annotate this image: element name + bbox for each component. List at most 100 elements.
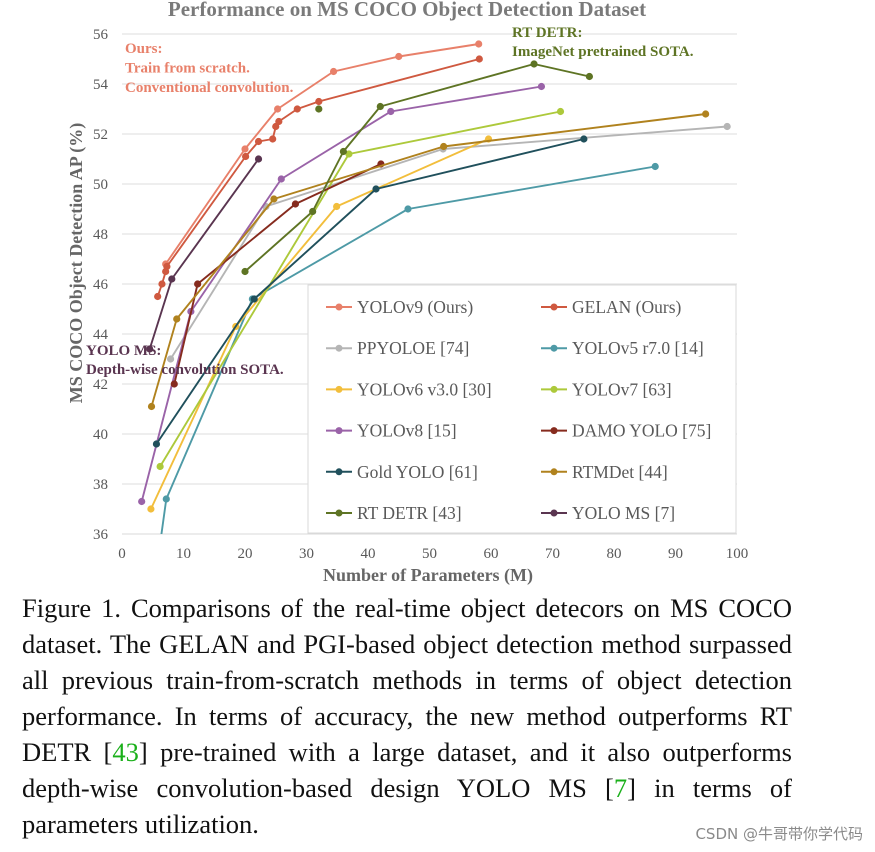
y-tick-label-52: 52 xyxy=(93,127,108,143)
legend-swatch-marker xyxy=(335,468,343,476)
x-tick-label-0: 0 xyxy=(118,546,126,562)
legend-item-gold-yolo-61: Gold YOLO [61] xyxy=(326,462,478,482)
data-point-yolov7-63-0 xyxy=(156,462,164,471)
legend-item-yolov6-v3-0-30: YOLOv6 v3.0 [30] xyxy=(326,379,492,399)
annotation-ours-line-1: Train from scratch. xyxy=(125,61,250,77)
legend-item-yolo-ms-7: YOLO MS [7] xyxy=(541,503,675,523)
y-tick-label-46: 46 xyxy=(93,277,109,293)
legend-swatch-marker xyxy=(335,509,343,517)
data-point-gelan-ours-10 xyxy=(315,97,323,106)
data-point-yolov8-15-4 xyxy=(537,82,546,91)
data-point-yolov9-ours-2 xyxy=(273,105,282,113)
data-point-rtmdet-44-0 xyxy=(147,402,156,411)
x-tick-label-100: 100 xyxy=(726,546,749,562)
legend-item-yolov5-r7-0-14: YOLOv5 r7.0 [14] xyxy=(541,338,704,358)
annotation-layer: Ours: Train from scratch. Conventional con… xyxy=(86,25,694,378)
x-tick-label-30: 30 xyxy=(299,546,314,562)
legend-swatch-marker xyxy=(335,385,343,393)
legend-swatch-marker xyxy=(550,509,558,517)
figure-caption: Figure 1. Comparisons of the real-time o… xyxy=(22,590,792,842)
data-point-yolo-ms-7-2 xyxy=(254,155,263,163)
legend-label: YOLOv6 v3.0 [30] xyxy=(357,379,492,399)
chart-title: Performance on MS COCO Object Detection … xyxy=(168,0,646,21)
y-tick-label-36: 36 xyxy=(93,527,109,543)
data-point-extra-0 xyxy=(315,105,323,113)
series-layer xyxy=(138,40,731,534)
data-point-rtmdet-44-1 xyxy=(173,315,181,323)
data-point-gold-yolo-61-2 xyxy=(372,185,380,193)
y-tick-label-56: 56 xyxy=(93,27,109,43)
x-tick-label-40: 40 xyxy=(361,546,376,562)
x-tick-label-90: 90 xyxy=(668,546,683,562)
data-point-damo-yolo-75-0 xyxy=(170,380,178,388)
y-tick-label-42: 42 xyxy=(93,377,108,393)
annotation-rtdetr-line-0: RT DETR: xyxy=(512,25,582,41)
series-gold-yolo-61 xyxy=(152,135,588,448)
data-point-yolov8-15-2 xyxy=(277,175,285,183)
citation-link-7[interactable]: 7 xyxy=(613,773,628,803)
x-tick-label-60: 60 xyxy=(484,546,499,562)
legend-label: YOLOv9 (Ours) xyxy=(357,297,473,317)
legend-label: DAMO YOLO [75] xyxy=(572,421,711,441)
data-point-yolo-ms-7-0 xyxy=(146,345,154,353)
x-tick-label-70: 70 xyxy=(545,546,560,562)
legend-item-yolov9-ours: YOLOv9 (Ours) xyxy=(326,297,473,317)
series-rt-detr-43 xyxy=(241,60,594,276)
legend-item-damo-yolo-75: DAMO YOLO [75] xyxy=(541,421,711,441)
data-point-yolov5-r7-0-14-4 xyxy=(651,162,659,171)
legend-label: GELAN (Ours) xyxy=(572,297,682,317)
axis-ticks: 36 38 40 42 44 46 48 50 52 54 56 0 10 20 30 40 50 60 70 80 9… xyxy=(93,27,748,562)
x-tick-label-80: 80 xyxy=(607,546,622,562)
caption-middle: ] pre-trained with a large dataset, and … xyxy=(22,737,792,803)
x-tick-label-20: 20 xyxy=(238,546,253,562)
legend-label: RT DETR [43] xyxy=(357,503,462,523)
data-point-damo-yolo-75-2 xyxy=(291,200,300,208)
data-point-yolov5-r7-0-14-3 xyxy=(404,205,412,213)
legend-swatch-marker xyxy=(550,303,558,311)
series-gelan-ours xyxy=(154,55,483,301)
legend-label: Gold YOLO [61] xyxy=(357,462,478,482)
legend-swatch-marker xyxy=(335,427,343,435)
y-tick-label-40: 40 xyxy=(93,427,108,443)
series-yolov6-v3-0-30 xyxy=(147,135,493,513)
y-tick-label-48: 48 xyxy=(93,227,108,243)
watermark: CSDN @牛哥带你学代码 xyxy=(695,825,863,843)
annotation-yoloms-line-1: Depth-wise convolution SOTA. xyxy=(86,362,284,378)
legend-label: YOLOv7 [63] xyxy=(572,379,672,399)
data-point-gelan-ours-8 xyxy=(275,117,283,126)
data-point-yolov9-ours-5 xyxy=(475,40,483,48)
data-point-yolov7-63-1 xyxy=(345,150,353,158)
caption-suffix: ] in terms of parameters utilization. xyxy=(22,773,793,839)
data-point-gelan-ours-3 xyxy=(163,262,171,271)
data-point-rt-detr-43-0 xyxy=(241,267,249,276)
annotation-yoloms-line-0: YOLO MS: xyxy=(86,343,161,359)
legend-swatch-marker xyxy=(550,427,558,435)
data-point-yolov9-ours-1 xyxy=(241,145,249,153)
data-point-rtmdet-44-4 xyxy=(702,110,710,118)
legend-label: PPYOLOE [74] xyxy=(357,338,469,358)
citation-link-43[interactable]: 43 xyxy=(112,737,139,767)
legend-swatch-marker xyxy=(550,468,558,476)
y-tick-label-38: 38 xyxy=(93,477,108,493)
series-line-yolov9-ours xyxy=(164,43,479,265)
series-rtmdet-44 xyxy=(147,110,710,411)
legend-swatch-marker xyxy=(550,385,558,393)
legend-item-rtmdet-44: RTMDet [44] xyxy=(541,462,668,482)
data-point-ppyoloe-74-0 xyxy=(166,355,175,363)
legend: YOLOv9 (Ours) GELAN (Ours) PPYOLOE [74] YOL… xyxy=(307,284,737,534)
series-yolov7-63 xyxy=(156,107,565,471)
caption-prefix: Figure 1. Comparisons of the real-time o… xyxy=(22,593,792,767)
annotation-ours-line-0: Ours: xyxy=(125,41,163,57)
series-line-damo-yolo-75 xyxy=(173,163,382,385)
legend-box xyxy=(307,284,737,534)
legend-swatch-marker xyxy=(550,344,558,352)
data-point-yolov6-v3-0-30-2 xyxy=(333,202,341,211)
detection-performance-chart: 36 38 40 42 44 46 48 50 52 54 56 0 10 20 30 40 50 60 70 80 9… xyxy=(66,0,749,586)
data-point-rt-detr-43-3 xyxy=(376,102,384,111)
data-point-yolov8-15-3 xyxy=(387,107,395,116)
data-point-yolov9-ours-3 xyxy=(329,67,338,76)
x-axis-label: Number of Parameters (M) xyxy=(323,565,533,586)
x-tick-label-10: 10 xyxy=(176,546,191,562)
data-point-yolov6-v3-0-30-0 xyxy=(147,505,155,513)
y-tick-label-50: 50 xyxy=(93,177,108,193)
